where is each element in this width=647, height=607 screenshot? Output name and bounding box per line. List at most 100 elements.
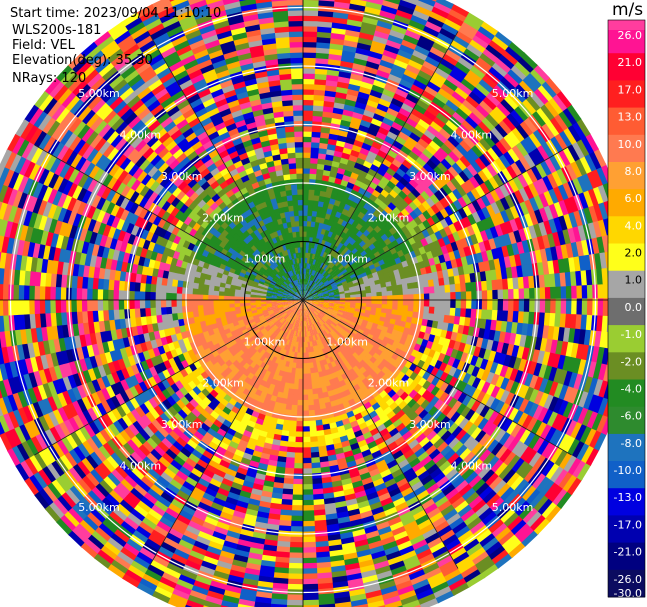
gate-cell [262, 150, 273, 158]
gate-cell [118, 300, 125, 311]
gate-cell [303, 299, 309, 300]
gate-cell [501, 244, 510, 258]
gate-cell [66, 197, 77, 213]
gate-cell [271, 15, 289, 23]
gate-cell [2, 315, 10, 333]
gate-cell [195, 327, 203, 335]
gate-cell [429, 120, 443, 133]
gate-cell [316, 0, 335, 7]
gate-cell [248, 176, 258, 185]
gate-cell [186, 150, 198, 162]
gate-cell [339, 297, 346, 300]
gate-cell [383, 0, 401, 5]
gate-cell [297, 279, 300, 285]
gate-cell [423, 55, 441, 68]
gate-cell [153, 127, 168, 141]
gate-cell [304, 289, 307, 295]
gate-cell [407, 18, 426, 31]
gate-cell [180, 184, 192, 195]
gate-cell [339, 295, 346, 299]
gate-cell [480, 116, 495, 131]
gate-cell [292, 301, 298, 304]
gate-cell [321, 287, 328, 292]
gate-cell [490, 268, 498, 281]
gate-cell [317, 152, 327, 160]
gate-cell [485, 203, 496, 217]
gate-cell [130, 151, 143, 165]
gate-cell [331, 187, 339, 195]
gate-cell [123, 300, 130, 311]
gate-cell [133, 193, 144, 207]
gate-cell [397, 106, 412, 118]
gate-cell [276, 281, 282, 286]
gate-cell [110, 179, 122, 193]
gate-cell [507, 276, 514, 290]
gate-cell [131, 326, 139, 338]
gate-cell [117, 124, 132, 139]
gate-cell [321, 206, 328, 214]
gate-cell [250, 302, 256, 306]
gate-cell [239, 293, 246, 298]
gate-cell [592, 202, 604, 221]
gate-cell [39, 272, 47, 288]
gate-cell [150, 356, 159, 368]
gate-cell [281, 302, 288, 305]
gate-cell [293, 141, 303, 148]
gate-cell [311, 205, 318, 212]
gate-cell [499, 97, 515, 114]
gate-cell [53, 160, 66, 177]
gate-cell [544, 285, 551, 300]
gate-cell [92, 310, 99, 324]
gate-cell [24, 358, 34, 376]
gate-cell [302, 162, 311, 169]
gate-cell [304, 268, 307, 274]
gate-cell [485, 215, 496, 229]
gate-cell [324, 265, 330, 272]
gate-cell [281, 300, 288, 303]
gate-cell [467, 90, 483, 105]
gate-cell [448, 275, 456, 285]
gate-cell [295, 291, 300, 297]
gate-cell [12, 207, 23, 226]
gate-cell [321, 277, 327, 283]
gate-cell [307, 296, 314, 299]
gate-cell [149, 292, 156, 301]
gate-cell [540, 140, 555, 158]
gate-cell [189, 73, 205, 85]
gate-cell [521, 263, 529, 277]
gate-cell [228, 326, 236, 333]
gate-cell [383, 135, 396, 145]
gate-cell [542, 189, 555, 206]
gate-cell [358, 26, 376, 36]
gate-cell [309, 168, 317, 175]
gate-cell [345, 275, 352, 281]
gate-cell [25, 144, 39, 163]
gate-cell [544, 76, 562, 95]
gate-cell [483, 178, 495, 193]
gate-cell [149, 233, 159, 245]
gate-cell [103, 320, 111, 333]
gate-cell [160, 151, 173, 163]
gate-cell [547, 217, 558, 234]
gate-cell [157, 187, 168, 199]
gate-cell [255, 302, 262, 306]
gate-cell [97, 62, 115, 78]
gate-cell [478, 240, 487, 253]
gate-cell [241, 139, 253, 148]
gate-cell [315, 26, 332, 33]
gate-cell [126, 115, 141, 130]
gate-cell [388, 162, 400, 173]
gate-cell [169, 129, 183, 142]
gate-cell [263, 262, 270, 269]
gate-cell [499, 208, 510, 223]
gate-cell [389, 23, 407, 35]
gate-cell [315, 278, 320, 284]
gate-cell [302, 241, 307, 248]
gate-cell [388, 68, 404, 79]
gate-cell [54, 107, 70, 125]
gate-cell [3, 362, 14, 381]
gate-cell [394, 87, 409, 99]
gate-cell [278, 73, 292, 81]
gate-cell [165, 105, 180, 118]
gate-cell [514, 82, 531, 100]
